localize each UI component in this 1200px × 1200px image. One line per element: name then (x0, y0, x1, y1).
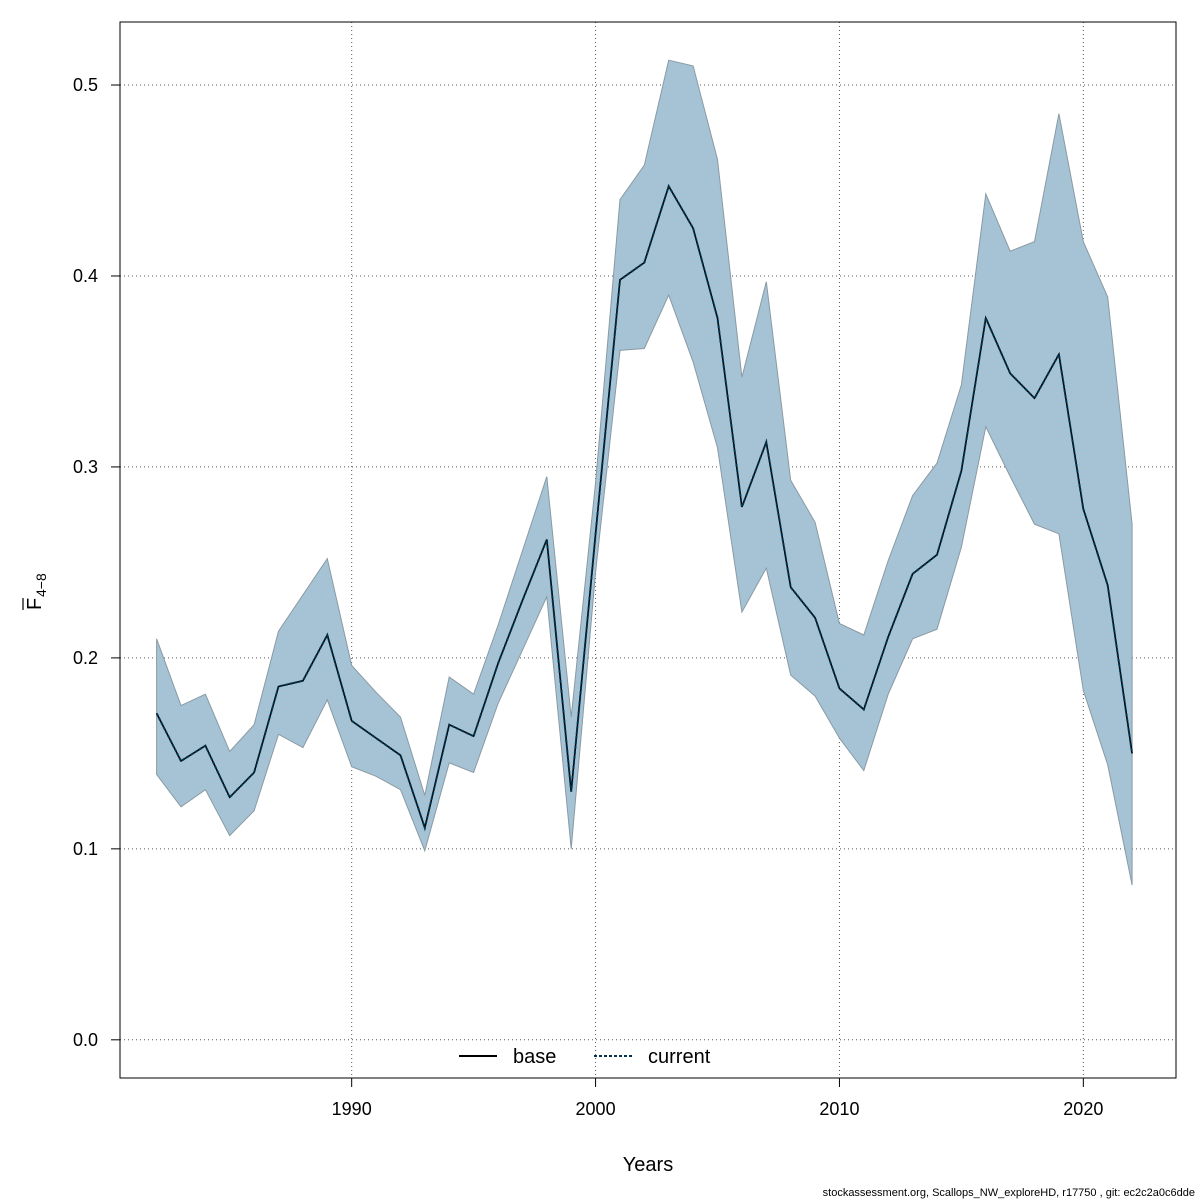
x-tick-label-1990: 1990 (332, 1099, 372, 1119)
y-tick-label-0.2: 0.2 (73, 648, 98, 668)
y-tick-label-0.0: 0.0 (73, 1030, 98, 1050)
x-axis-title: Years (623, 1154, 673, 1176)
plot-area-border (119, 21, 1177, 1079)
legend-label-current: current (648, 1046, 711, 1068)
footer-credit: stockassessment.org, Scallops_NW_explore… (823, 1187, 1195, 1199)
y-tick-label-0.3: 0.3 (73, 457, 98, 477)
y-tick-label-0.4: 0.4 (73, 266, 98, 286)
x-tick-label-2000: 2000 (576, 1099, 616, 1119)
x-tick-label-2010: 2010 (819, 1099, 859, 1119)
legend: base current (459, 1046, 711, 1068)
x-tick-label-2020: 2020 (1063, 1099, 1103, 1119)
y-axis: 0.0 0.1 0.2 0.3 0.4 0.5 (73, 75, 120, 1050)
y-axis-title: F 4−8 (22, 573, 49, 610)
x-axis: 1990 2000 2010 2020 (332, 1078, 1103, 1119)
legend-label-base: base (513, 1046, 556, 1068)
y-axis-title-main: F (24, 598, 46, 610)
series-line-current (155, 183, 1134, 832)
y-tick-label-0.1: 0.1 (73, 839, 98, 859)
confidence-band (156, 59, 1133, 886)
y-tick-label-0.5: 0.5 (73, 75, 98, 95)
y-axis-title-subscript: 4−8 (33, 573, 49, 597)
